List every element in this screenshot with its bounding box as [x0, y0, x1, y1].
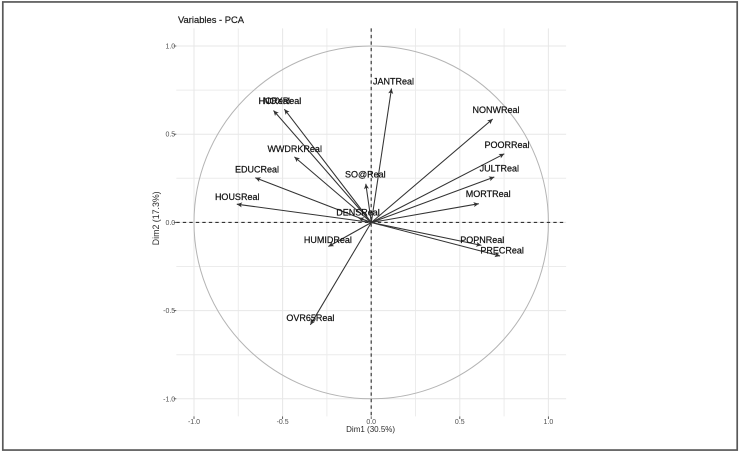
- svg-text:0.5: 0.5: [455, 419, 465, 426]
- svg-text:NONWReal: NONWReal: [472, 105, 519, 115]
- svg-text:Variables - PCA: Variables - PCA: [178, 14, 245, 25]
- svg-text:-1.0: -1.0: [188, 419, 200, 426]
- svg-text:SO@Real: SO@Real: [345, 170, 386, 180]
- svg-text:1.0: 1.0: [544, 419, 554, 426]
- svg-text:NOXReal: NOXReal: [263, 96, 301, 106]
- svg-text:-1.0: -1.0: [163, 396, 175, 403]
- svg-text:1.0: 1.0: [165, 44, 175, 51]
- svg-text:HUMIDReal: HUMIDReal: [304, 235, 352, 245]
- svg-text:0.0: 0.0: [165, 220, 175, 227]
- svg-text:OVR65Real: OVR65Real: [286, 313, 334, 323]
- svg-text:JULTReal: JULTReal: [480, 163, 519, 173]
- svg-text:PRECReal: PRECReal: [480, 246, 524, 256]
- svg-text:POORReal: POORReal: [484, 140, 529, 150]
- svg-text:EDUCReal: EDUCReal: [235, 165, 279, 175]
- svg-text:0.5: 0.5: [165, 132, 175, 139]
- svg-text:WWDRKReal: WWDRKReal: [267, 144, 322, 154]
- svg-text:-0.5: -0.5: [277, 419, 289, 426]
- svg-text:0.0: 0.0: [366, 419, 376, 426]
- svg-text:JANTReal: JANTReal: [373, 77, 414, 87]
- svg-text:HOUSReal: HOUSReal: [215, 192, 260, 202]
- svg-text:HCReal: HCReal: [259, 96, 291, 106]
- svg-text:Dim2 (17.3%): Dim2 (17.3%): [151, 191, 161, 245]
- svg-text:-0.5: -0.5: [163, 308, 175, 315]
- svg-text:Dim1 (30.5%): Dim1 (30.5%): [346, 425, 395, 434]
- svg-text:DENSReal: DENSReal: [336, 207, 380, 217]
- svg-text:MORTReal: MORTReal: [466, 189, 511, 199]
- svg-text:POPNReal: POPNReal: [460, 235, 504, 245]
